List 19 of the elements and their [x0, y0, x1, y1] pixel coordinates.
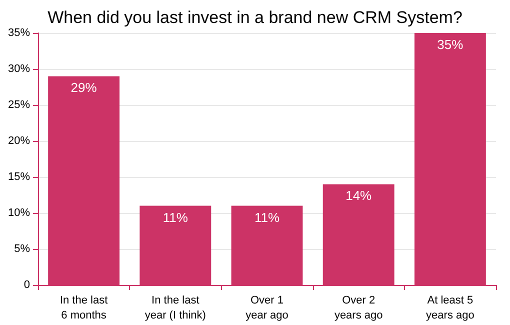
data-label: 14%	[346, 188, 372, 204]
x-tick-label: Over 1 year ago	[246, 294, 288, 322]
x-tick-label: In the last year (I think)	[144, 294, 206, 322]
y-tick-label: 35%	[8, 27, 30, 39]
data-label: 11%	[254, 210, 280, 225]
y-tick-label: 25%	[8, 99, 30, 111]
chart-title: When did you last invest in a brand new CRM System?	[48, 8, 462, 27]
data-label: 11%	[162, 210, 188, 225]
y-tick-label: 20%	[8, 135, 30, 147]
x-tick-label: Over 2 years ago	[334, 294, 383, 322]
x-tick-label: In the last 6 months	[60, 294, 108, 322]
y-tick-label: 5%	[14, 243, 30, 255]
y-tick-label: 10%	[8, 207, 30, 219]
x-tick-label: At least 5 years ago	[426, 294, 474, 322]
data-label: 29%	[70, 80, 98, 96]
y-tick-label: 0	[24, 279, 30, 291]
data-label: 35%	[437, 37, 464, 52]
y-tick-label: 30%	[8, 63, 30, 75]
y-tick-label: 15%	[8, 171, 30, 183]
